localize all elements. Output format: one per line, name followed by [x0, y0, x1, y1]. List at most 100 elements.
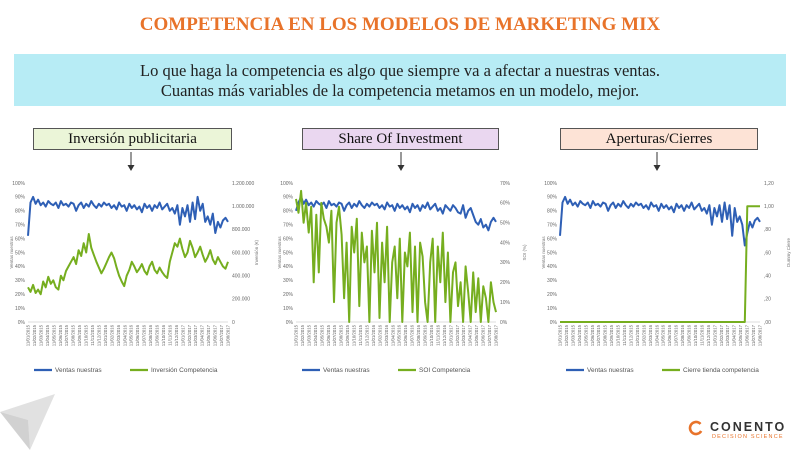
y-left-tick-label: 30%: [547, 278, 558, 284]
y-right-tick-label: 10%: [500, 300, 511, 306]
x-tick-label: 11/12/2015: [96, 324, 101, 346]
x-tick-label: 11/06/2015: [58, 324, 63, 346]
y-right-tick-label: 1,00: [764, 204, 774, 210]
x-tick-label: 11/04/2017: [468, 324, 473, 346]
x-tick-label: 11/06/2016: [667, 324, 672, 346]
x-tick-label: 11/03/2015: [306, 324, 311, 346]
y-left-tick-label: 70%: [15, 223, 26, 229]
x-tick-label: 11/01/2015: [294, 324, 299, 346]
decorative-arrow-icon: [0, 394, 55, 450]
y-left-tick-label: 50%: [547, 250, 558, 256]
y-left-tick-label: 0%: [18, 320, 26, 326]
x-tick-label: 11/07/2016: [142, 324, 147, 346]
y-left-tick-label: 70%: [547, 223, 558, 229]
x-tick-label: 11/01/2015: [558, 324, 563, 346]
x-tick-label: 11/05/2015: [583, 324, 588, 346]
x-tick-label: 11/02/2017: [719, 324, 724, 346]
x-tick-label: 11/04/2017: [732, 324, 737, 346]
x-tick-label: 11/09/2016: [155, 324, 160, 346]
y-right-tick-label: 1,20: [764, 181, 774, 187]
x-tick-label: 11/11/2016: [167, 324, 172, 345]
x-tick-label: 11/04/2015: [313, 324, 318, 346]
y-left-tick-label: 10%: [15, 306, 26, 312]
x-tick-label: 11/07/2015: [596, 324, 601, 346]
x-tick-label: 11/02/2016: [109, 324, 114, 346]
x-tick-label: 11/01/2016: [103, 324, 108, 346]
y-left-tick-label: 40%: [15, 264, 26, 270]
y-right-axis-title: Inversión (€): [254, 239, 259, 265]
x-tick-label: 11/10/2015: [84, 324, 89, 346]
x-tick-label: 11/08/2016: [416, 324, 421, 346]
y-left-tick-label: 40%: [283, 264, 294, 270]
y-right-tick-label: 20%: [500, 280, 511, 286]
x-tick-label: 11/05/2016: [129, 324, 134, 346]
logo-text: CONENTO: [710, 420, 787, 434]
x-tick-label: 11/05/2016: [661, 324, 666, 346]
x-tick-label: 11/01/2015: [26, 324, 31, 346]
y-left-tick-label: 50%: [283, 250, 294, 256]
x-tick-label: 11/04/2015: [45, 324, 50, 346]
y-left-tick-label: 30%: [15, 278, 26, 284]
x-tick-label: 11/05/2015: [51, 324, 56, 346]
y-left-tick-label: 100%: [544, 181, 557, 187]
x-tick-label: 11/09/2015: [609, 324, 614, 346]
y-left-tick-label: 30%: [283, 278, 294, 284]
x-tick-label: 11/06/2015: [590, 324, 595, 346]
x-tick-label: 11/09/2015: [77, 324, 82, 346]
y-right-tick-label: ,80: [764, 227, 771, 233]
x-tick-label: 11/12/2016: [706, 324, 711, 346]
x-tick-label: 11/12/2016: [442, 324, 447, 346]
y-right-tick-label: 0: [232, 320, 235, 326]
x-tick-label: 11/11/2015: [622, 324, 627, 345]
y-right-axis-title: Dummy Cierre: [786, 238, 791, 267]
banner-line-2: Cuantas más variables de la competencia …: [160, 81, 640, 100]
x-tick-label: 11/03/2016: [384, 324, 389, 346]
series-line-sales: [295, 195, 497, 232]
x-tick-label: 11/04/2016: [654, 324, 659, 346]
x-tick-label: 11/02/2016: [641, 324, 646, 346]
x-tick-label: 11/06/2017: [213, 324, 218, 346]
legend-label: Ventas nuestras: [55, 367, 102, 374]
x-tick-label: 11/02/2015: [564, 324, 569, 346]
x-tick-label: 11/04/2015: [577, 324, 582, 346]
x-tick-label: 11/10/2015: [352, 324, 357, 346]
y-left-tick-label: 20%: [547, 292, 558, 298]
x-tick-label: 11/09/2015: [345, 324, 350, 346]
x-tick-label: 11/09/2016: [423, 324, 428, 346]
x-tick-label: 11/07/2017: [751, 324, 756, 346]
series-line-competition: [560, 205, 760, 323]
y-left-tick-label: 90%: [283, 195, 294, 201]
x-tick-label: 11/07/2016: [674, 324, 679, 346]
y-right-axis-title: SOI (%): [522, 244, 527, 261]
x-tick-label: 11/07/2015: [332, 324, 337, 346]
x-tick-label: 11/04/2016: [390, 324, 395, 346]
x-tick-label: 11/06/2016: [403, 324, 408, 346]
panel-label-investment: Inversión publicitaria: [33, 128, 232, 150]
y-left-tick-label: 20%: [283, 292, 294, 298]
y-left-tick-label: 60%: [547, 236, 558, 242]
x-tick-label: 11/02/2015: [300, 324, 305, 346]
x-tick-label: 11/05/2015: [319, 324, 324, 346]
y-right-tick-label: 1.200.000: [232, 181, 254, 187]
x-tick-label: 11/07/2017: [487, 324, 492, 346]
y-right-tick-label: 1.000.000: [232, 204, 254, 210]
x-tick-label: 11/05/2017: [474, 324, 479, 346]
conento-logo: CONENTO DECISION SCIENCE: [688, 420, 788, 444]
x-tick-label: 11/06/2016: [135, 324, 140, 346]
x-tick-label: 11/12/2015: [364, 324, 369, 346]
series-line-competition: [27, 233, 229, 296]
series-line-sales: [27, 195, 229, 236]
panel-label-openings-closures: Aperturas/Cierres: [560, 128, 758, 150]
y-right-tick-label: ,60: [764, 250, 771, 256]
x-tick-label: 11/08/2015: [71, 324, 76, 346]
y-right-tick-label: 600.000: [232, 250, 250, 256]
banner-line-1: Lo que haga la competencia es algo que s…: [140, 61, 660, 80]
y-right-tick-label: 400.000: [232, 273, 250, 279]
conento-logo-icon: [688, 420, 704, 436]
legend-label: Cierre tienda competencia: [683, 367, 759, 374]
y-left-tick-label: 100%: [12, 181, 25, 187]
x-tick-label: 11/01/2016: [635, 324, 640, 346]
x-tick-label: 11/08/2015: [603, 324, 608, 346]
y-right-tick-label: 200.000: [232, 297, 250, 303]
x-tick-label: 11/11/2016: [699, 324, 704, 345]
